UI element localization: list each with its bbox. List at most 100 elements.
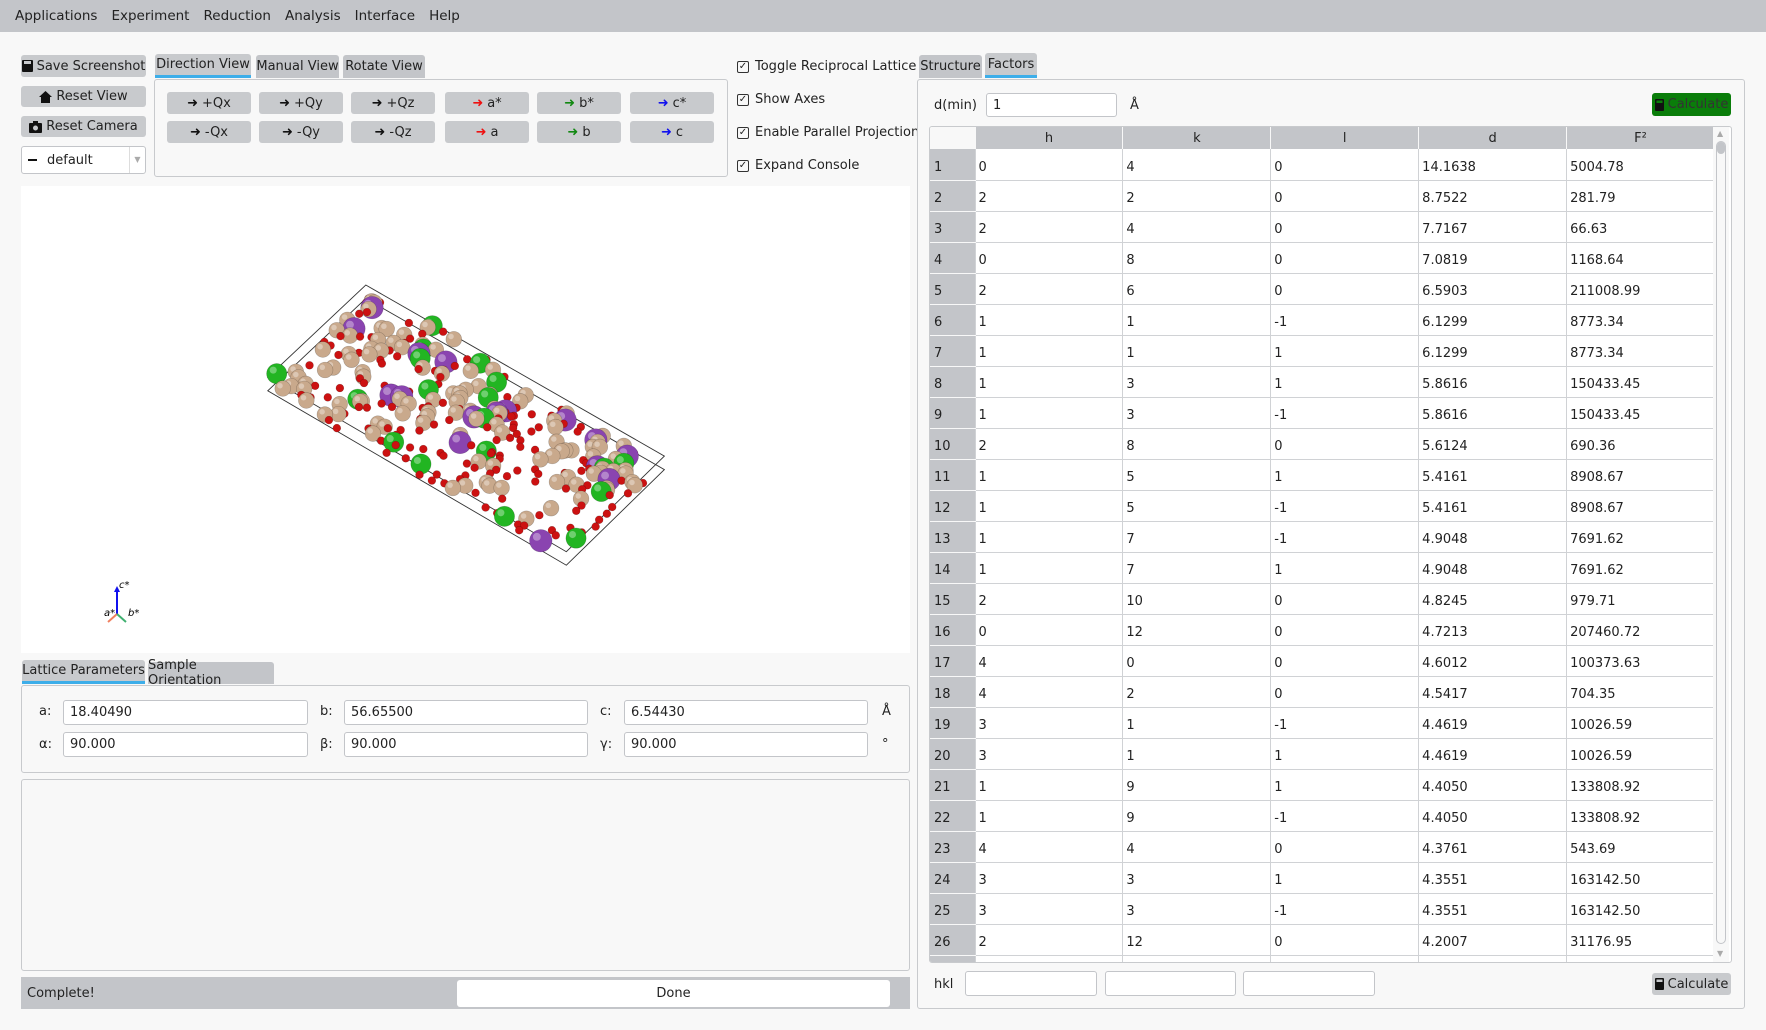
cell[interactable] [1122,955,1272,962]
cell-f2[interactable]: 10026.59 [1566,707,1715,739]
cell-h[interactable]: 1 [975,521,1124,553]
table-row[interactable]: 6 1 1 -1 6.1299 8773.34 [930,304,1715,336]
row-header[interactable]: 19 [930,707,976,739]
c-input[interactable]: 6.54430 [624,700,868,725]
checkbox[interactable]: ✓ [737,93,749,106]
cell-d[interactable]: 4.9048 [1418,521,1568,553]
cell-d[interactable]: 5.4161 [1418,490,1568,522]
cell-l[interactable]: -1 [1270,893,1420,925]
cell-h[interactable]: 1 [975,459,1124,491]
row-header[interactable]: 26 [930,924,976,956]
cell-k[interactable]: 3 [1122,893,1272,925]
cell-k[interactable]: 1 [1122,738,1272,770]
gamma-input[interactable]: 90.000 [624,732,868,757]
cell-k[interactable]: 1 [1122,707,1272,739]
checkbox-option[interactable]: ✓ Show Axes [737,92,825,107]
row-header[interactable]: 18 [930,676,976,708]
table-row[interactable]: 19 3 1 -1 4.4619 10026.59 [930,707,1715,739]
cell-k[interactable]: 12 [1122,614,1272,646]
cell-h[interactable]: 0 [975,614,1124,646]
cell[interactable] [1418,955,1568,962]
cell-k[interactable]: 5 [1122,490,1272,522]
cell-l[interactable]: 1 [1270,366,1420,398]
scrollbar-thumb[interactable] [1717,142,1725,154]
b-input[interactable]: 56.65500 [344,700,588,725]
checkbox-option[interactable]: ✓ Toggle Reciprocal Lattice [737,59,916,74]
table-row[interactable]: 21 1 9 1 4.4050 133808.92 [930,769,1715,801]
cell-h[interactable]: 2 [975,583,1124,615]
cell-l[interactable]: 1 [1270,552,1420,584]
row-header[interactable]: 17 [930,645,976,677]
cell-d[interactable]: 4.2007 [1418,924,1568,956]
cell-h[interactable]: 1 [975,490,1124,522]
table-row[interactable]: 18 4 2 0 4.5417 704.35 [930,676,1715,708]
cell-d[interactable]: 5.6124 [1418,428,1568,460]
cell-f2[interactable]: 543.69 [1566,831,1715,863]
row-header[interactable]: 3 [930,211,976,243]
table-row[interactable]: 10 2 8 0 5.6124 690.36 [930,428,1715,460]
cell-k[interactable]: 9 [1122,769,1272,801]
cell-d[interactable]: 4.4050 [1418,800,1568,832]
column-header-d[interactable]: d [1418,127,1568,149]
row-header[interactable]: 22 [930,800,976,832]
cell-h[interactable]: 1 [975,552,1124,584]
k-input[interactable] [1105,971,1236,996]
cell-l[interactable]: -1 [1270,707,1420,739]
cell-f2[interactable]: 8908.67 [1566,490,1715,522]
cell-h[interactable]: 2 [975,211,1124,243]
cell-h[interactable]: 4 [975,645,1124,677]
view-direction-button[interactable]: ➜ c [630,121,714,143]
view-direction-button[interactable]: ➜ b [537,121,621,143]
table-row[interactable]: 16 0 12 0 4.7213 207460.72 [930,614,1715,646]
menu-interface[interactable]: Interface [354,8,416,24]
cell-d[interactable]: 4.7213 [1418,614,1568,646]
row-header[interactable]: 11 [930,459,976,491]
cell-d[interactable]: 4.8245 [1418,583,1568,615]
cell-d[interactable]: 14.1638 [1418,149,1568,181]
table-row[interactable] [930,955,1715,962]
dmin-input[interactable]: 1 [986,93,1117,117]
cell-k[interactable]: 6 [1122,273,1272,305]
row-header[interactable]: 14 [930,552,976,584]
column-header-h[interactable]: h [975,127,1124,149]
scroll-up-icon[interactable]: ▲ [1717,129,1724,138]
table-row[interactable]: 14 1 7 1 4.9048 7691.62 [930,552,1715,584]
cell-l[interactable]: -1 [1270,521,1420,553]
cell-k[interactable]: 3 [1122,862,1272,894]
cell-h[interactable]: 3 [975,862,1124,894]
cell-k[interactable]: 9 [1122,800,1272,832]
vertical-scrollbar[interactable]: ▲ ▼ [1713,127,1729,962]
cell-l[interactable]: 0 [1270,831,1420,863]
scroll-down-icon[interactable]: ▼ [1717,949,1724,958]
table-row[interactable]: 9 1 3 -1 5.8616 150433.45 [930,397,1715,429]
cell-h[interactable]: 2 [975,428,1124,460]
cell-l[interactable]: 0 [1270,614,1420,646]
cell-l[interactable]: 1 [1270,862,1420,894]
view-direction-button[interactable]: ➜ a [445,121,529,143]
3d-viewer[interactable]: c* a* b* [21,186,910,653]
crystal-structure-render[interactable] [21,186,910,653]
row-header[interactable]: 6 [930,304,976,336]
table-row[interactable]: 26 2 12 0 4.2007 31176.95 [930,924,1715,956]
cell-d[interactable]: 4.3761 [1418,831,1568,863]
cell-l[interactable]: 1 [1270,335,1420,367]
cell-d[interactable]: 8.7522 [1418,180,1568,212]
calculate-hkl-button[interactable]: Calculate [1652,973,1731,995]
row-header[interactable]: 24 [930,862,976,894]
cell-h[interactable]: 3 [975,738,1124,770]
cell-f2[interactable]: 690.36 [1566,428,1715,460]
cell-l[interactable]: -1 [1270,800,1420,832]
menu-analysis[interactable]: Analysis [284,8,341,24]
cell-h[interactable]: 2 [975,924,1124,956]
cell-l[interactable]: 0 [1270,583,1420,615]
cell-l[interactable]: 1 [1270,769,1420,801]
menu-experiment[interactable]: Experiment [111,8,190,24]
cell-h[interactable]: 3 [975,707,1124,739]
view-direction-button[interactable]: ➜ a* [445,92,529,114]
cell-d[interactable]: 4.6012 [1418,645,1568,677]
table-row[interactable]: 4 0 8 0 7.0819 1168.64 [930,242,1715,274]
view-direction-button[interactable]: ➜ c* [630,92,714,114]
cell-h[interactable]: 1 [975,335,1124,367]
checkbox[interactable]: ✓ [737,60,749,73]
cell-k[interactable]: 8 [1122,242,1272,274]
